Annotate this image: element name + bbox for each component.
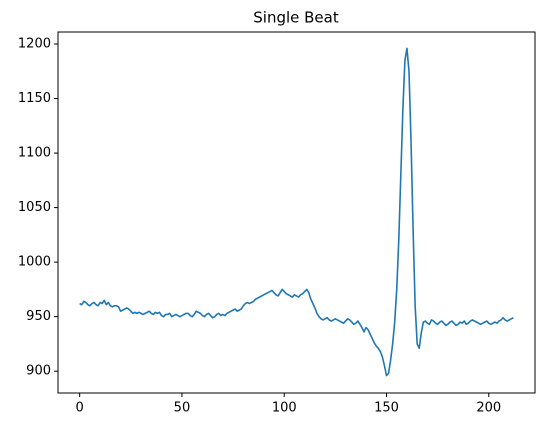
- y-tick-label: 900: [26, 364, 51, 379]
- x-tick-label: 50: [174, 401, 191, 416]
- x-tick-label: 100: [272, 401, 297, 416]
- x-tick-label: 0: [76, 401, 84, 416]
- y-tick-label: 1150: [18, 91, 51, 106]
- line-series: [79, 47, 514, 377]
- plot-frame: [57, 31, 536, 394]
- x-tick-label: 150: [374, 401, 399, 416]
- y-tick-label: 1200: [18, 36, 51, 51]
- y-tick-label: 950: [26, 309, 51, 324]
- chart-title: Single Beat: [253, 9, 339, 27]
- y-tick-label: 1100: [18, 146, 51, 161]
- y-tick-label: 1050: [18, 200, 51, 215]
- x-tick-label: 200: [476, 401, 501, 416]
- y-tick-label: 1000: [18, 255, 51, 270]
